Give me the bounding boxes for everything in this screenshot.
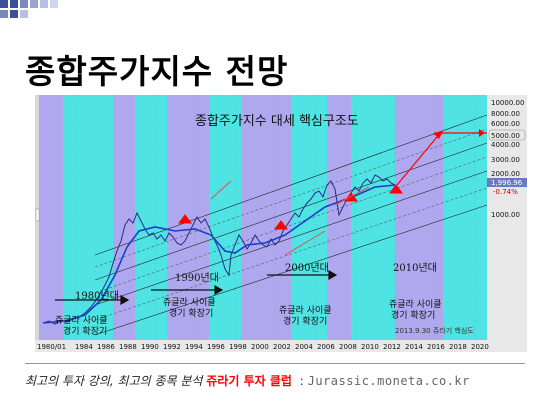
x-label: 1994 [185, 343, 203, 351]
trend-channel [94, 114, 488, 336]
x-axis-labels: 1980/01 1984 1986 1988 1990 1992 1994 19… [37, 343, 489, 351]
kospi-chart: 종합주가지수 대세 핵심구조도 1980년대 1990년대 2000년대 201… [35, 95, 527, 352]
x-label: 2010 [361, 343, 379, 351]
cycle-bands [39, 95, 443, 340]
x-label: 1984 [75, 343, 93, 351]
y-label-10000: 10000.00 [491, 99, 524, 107]
x-axis-panel [35, 340, 487, 352]
footer-separator: : [299, 374, 304, 388]
cycle-label-1-line1: 쥬글라 사이클 [55, 315, 108, 326]
decorative-squares [0, 0, 58, 18]
cycle-label-2-line1: 쥬글라 사이클 [163, 297, 216, 308]
x-label: 2002 [273, 343, 291, 351]
footer: 최고의 투자 강의, 최고의 종목 분석 쥬라기 투자 클럽 : Jurassi… [25, 372, 470, 389]
y-label-5000: 5000.00 [491, 132, 520, 140]
x-label: 2000 [251, 343, 269, 351]
x-label: 2018 [449, 343, 467, 351]
x-label: 2004 [295, 343, 313, 351]
y-label-1000: 1000.00 [491, 211, 520, 219]
x-label: 2006 [317, 343, 335, 351]
y-label-6000: 6000.00 [491, 120, 520, 128]
y-label-8000: 8000.00 [491, 110, 520, 118]
x-label: 1980/01 [37, 343, 66, 351]
y-label-4000: 4000.00 [491, 141, 520, 149]
footer-url[interactable]: Jurassic.moneta.co.kr [307, 374, 470, 388]
footer-tagline: 최고의 투자 강의, 최고의 종목 분석 [25, 374, 203, 388]
x-label: 2012 [383, 343, 401, 351]
bottom-arrows [178, 184, 403, 230]
change-badge-text: -0.74% [493, 188, 518, 196]
x-label: 1996 [207, 343, 225, 351]
chart-heading: 종합주가지수 대세 핵심구조도 [195, 114, 359, 129]
decade-label-1980: 1980년대 [75, 290, 119, 302]
scroll-handle[interactable] [35, 208, 40, 222]
x-label: 2016 [427, 343, 445, 351]
slide-title: 종합주가지수 전망 [25, 52, 289, 91]
price-badge-text: 1,996.96 [491, 179, 523, 187]
x-label: 1988 [119, 343, 137, 351]
moving-average [42, 184, 396, 324]
decade-label-1990: 1990년대 [175, 272, 219, 284]
chart-svg: 종합주가지수 대세 핵심구조도 1980년대 1990년대 2000년대 201… [35, 95, 527, 352]
price-series [42, 174, 396, 325]
footer-divider [25, 363, 525, 364]
cycle-label-2-line2: 경기 확장기 [169, 307, 213, 319]
y-axis-labels: 10000.00 8000.00 6000.00 5000.00 4000.00… [491, 99, 524, 219]
x-label: 2008 [339, 343, 357, 351]
x-label: 1990 [141, 343, 159, 351]
y-label-3000: 3000.00 [491, 156, 520, 164]
cycle-label-1-line2: 경기 확장기 [63, 325, 107, 337]
cycle-label-4-line1: 쥬글라 사이클 [389, 299, 442, 310]
footer-brand: 쥬라기 투자 클럽 [206, 374, 292, 388]
x-label: 1992 [163, 343, 181, 351]
price-badge [487, 178, 527, 187]
decade-arrows [55, 269, 338, 306]
decade-label-2000: 2000년대 [285, 262, 329, 274]
x-label: 2014 [405, 343, 423, 351]
chart-signature: 2013.9.30 쥬라기 핵심도 [395, 326, 474, 335]
x-label: 1998 [229, 343, 247, 351]
x-label: 1986 [97, 343, 115, 351]
y-axis-panel [487, 95, 527, 352]
y-label-2000: 2000.00 [491, 170, 520, 178]
x-label: 2020 [471, 343, 489, 351]
grid-lines [74, 95, 476, 340]
cycle-label-3-line1: 쥬글라 사이클 [279, 305, 332, 316]
cycle-label-4-line2: 경기 확장기 [391, 309, 435, 321]
cycle-label-3-line2: 경기 확장기 [283, 315, 327, 327]
decade-label-2010: 2010년대 [393, 262, 437, 274]
